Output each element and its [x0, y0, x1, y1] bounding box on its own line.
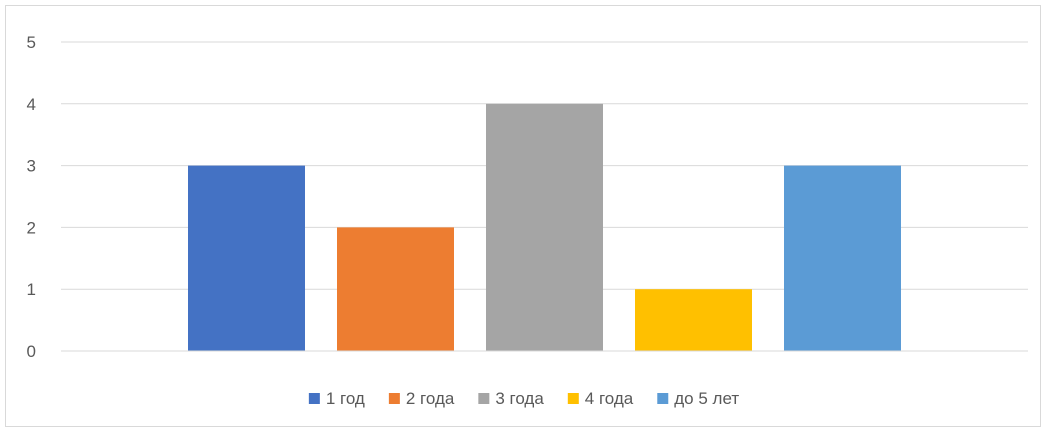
y-axis-tick-labels: 0 1 2 3 4 5: [27, 33, 36, 361]
bar-chart: 0 1 2 3 4 5 1 год 2 года 3 года 4 года до 5 лет: [27, 33, 1028, 408]
bar-1: [188, 165, 305, 351]
bar-2: [337, 227, 454, 351]
legend-item: 3 года: [478, 389, 544, 408]
legend-label: 1 год: [326, 389, 365, 408]
bars: [188, 103, 901, 351]
bar-4: [635, 289, 752, 351]
legend: 1 год 2 года 3 года 4 года до 5 лет: [308, 389, 739, 408]
legend-swatch: [388, 393, 400, 404]
legend-label: 2 года: [406, 389, 455, 408]
legend-swatch: [567, 393, 579, 404]
legend-swatch: [657, 393, 669, 404]
legend-item: 4 года: [567, 389, 634, 408]
bar-5: [784, 165, 901, 351]
legend-label: 3 года: [495, 389, 544, 408]
legend-item: 2 года: [388, 389, 455, 408]
legend-label: 4 года: [585, 389, 634, 408]
legend-swatch: [308, 393, 320, 404]
legend-item: до 5 лет: [657, 389, 739, 408]
y-tick-label: 4: [27, 95, 36, 114]
y-tick-label: 5: [27, 33, 36, 52]
y-tick-label: 0: [27, 342, 36, 361]
bar-3: [486, 103, 603, 351]
y-tick-label: 1: [27, 280, 36, 299]
legend-label: до 5 лет: [674, 389, 739, 408]
y-tick-label: 2: [27, 218, 36, 237]
y-tick-label: 3: [27, 157, 36, 176]
legend-item: 1 год: [308, 389, 365, 408]
legend-swatch: [478, 393, 490, 404]
chart-frame: 0 1 2 3 4 5 1 год 2 года 3 года 4 года до 5 лет: [5, 5, 1041, 427]
